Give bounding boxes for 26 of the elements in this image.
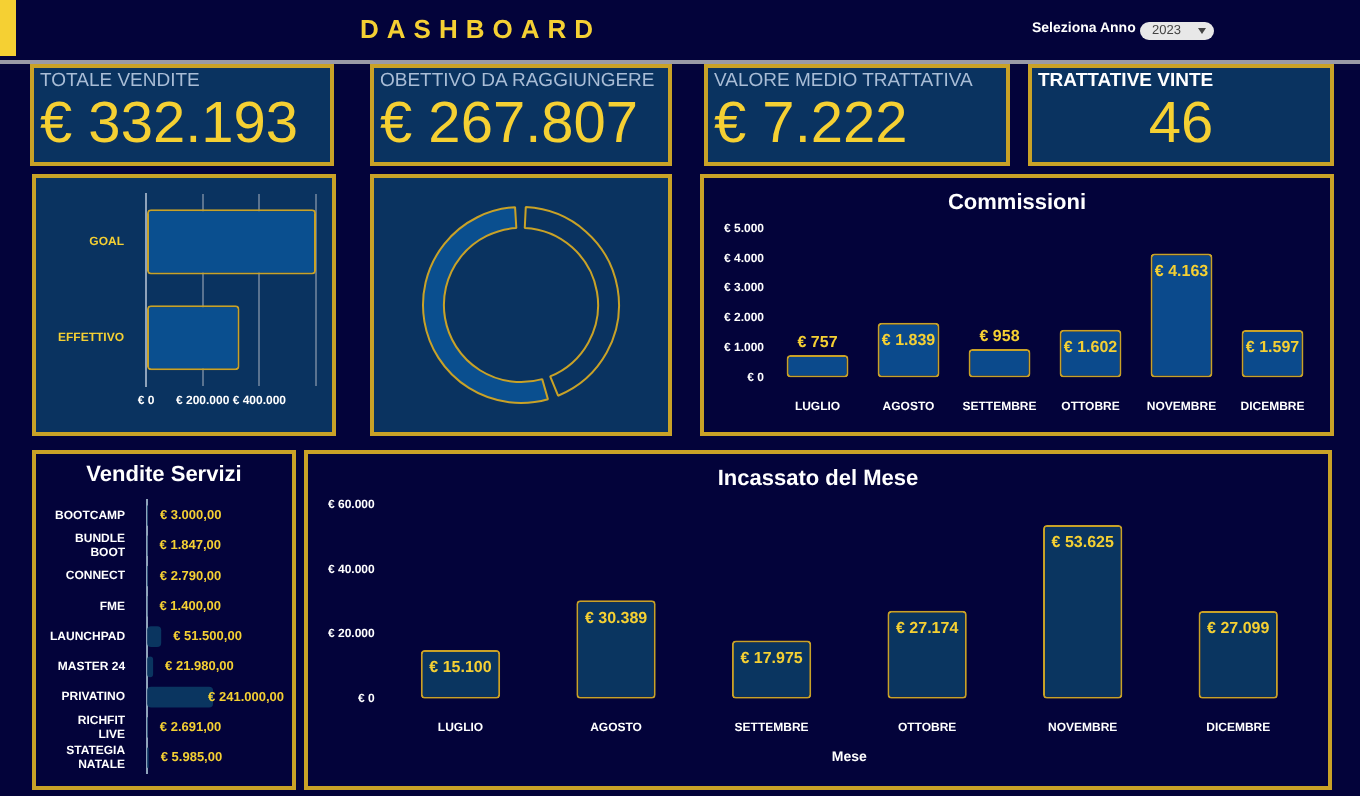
text: € 267.807 [380, 92, 639, 158]
data-label: € 1.602 [1063, 338, 1119, 357]
text: VALORE MEDIO TRATTATIVA [714, 70, 973, 92]
data-label: € 757 [797, 333, 839, 352]
text: € 332.193 [40, 92, 299, 158]
chart-title: Vendite Servizi [86, 463, 242, 488]
text: DASHBOARD [360, 14, 601, 44]
bar [147, 686, 214, 708]
data-label: € 53.625 [1051, 533, 1115, 552]
text: TOTALE VENDITE [40, 70, 200, 92]
data-label: € 17.975 [740, 648, 804, 667]
data-label: € 958 [979, 327, 1021, 346]
data-label: € 30.389 [584, 608, 649, 627]
chart-title: Incassato del Mese [717, 467, 919, 492]
data-label: € 4.163 [1154, 261, 1210, 280]
data-label: € 15.100 [429, 658, 493, 677]
data-label: € 1.839 [881, 331, 937, 350]
text: TRATTATIVE VINTE [1038, 70, 1214, 92]
text: OBETTIVO DA RAGGIUNGERE [380, 70, 655, 92]
bar [147, 626, 162, 647]
data-label: € 1.597 [1245, 338, 1301, 357]
data-label: € 27.099 [1207, 619, 1271, 638]
text: 46 [1146, 92, 1216, 158]
chart-title: Commissioni [947, 191, 1087, 216]
data-label: € 27.174 [895, 619, 960, 638]
text: € 7.222 [714, 92, 908, 158]
